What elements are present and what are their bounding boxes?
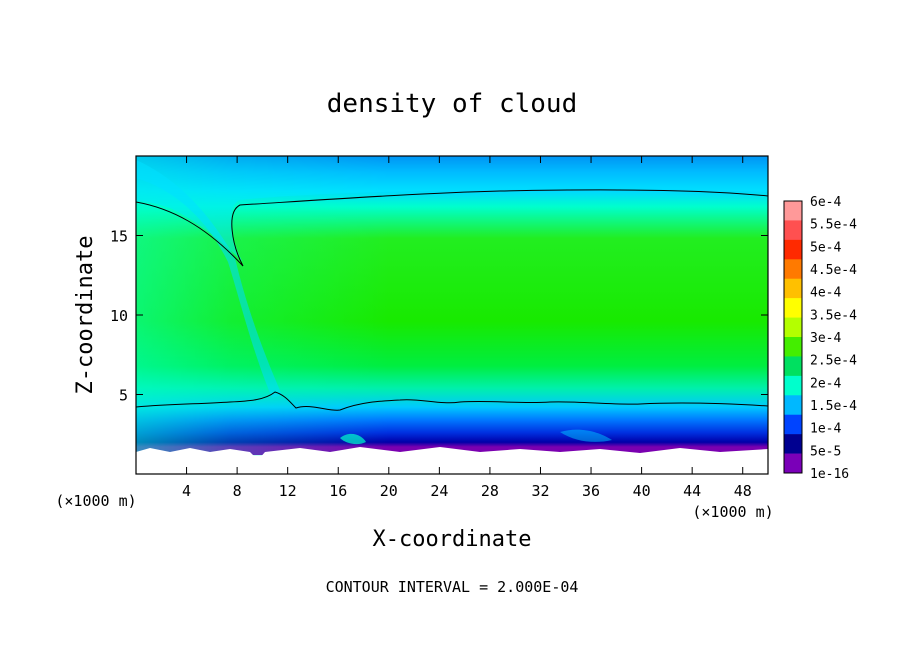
colorbar-swatch bbox=[784, 239, 802, 260]
colorbar-label: 4.5e-4 bbox=[810, 263, 857, 278]
base-texture bbox=[136, 429, 768, 470]
x-tick-label: 8 bbox=[233, 482, 242, 500]
x-unit-left: (×1000 m) bbox=[55, 492, 136, 510]
colorbar-label: 2e-4 bbox=[810, 376, 841, 391]
colorbar-label: 2.5e-4 bbox=[810, 354, 857, 369]
colorbar-swatch bbox=[784, 453, 802, 474]
contour-lower bbox=[136, 391, 768, 411]
x-unit-right: (×1000 m) bbox=[692, 503, 773, 521]
colorbar-swatch bbox=[784, 278, 802, 299]
colorbar-swatch bbox=[784, 434, 802, 454]
colorbar-label: 5e-5 bbox=[810, 444, 841, 459]
colorbar-swatch bbox=[784, 317, 802, 338]
colorbar-label: 3.5e-4 bbox=[810, 308, 857, 323]
colorbar-swatch bbox=[784, 298, 802, 318]
x-tick-label: 4 bbox=[182, 482, 191, 500]
colorbar-label: 4e-4 bbox=[810, 286, 841, 301]
x-tick-label: 12 bbox=[279, 482, 297, 500]
colorbar: 6e-4 5.5e-4 5e-4 4.5e-4 4e-4 3.5e-4 3e-4 2.5e-4… bbox=[783, 195, 857, 482]
colorbar-label: 1e-4 bbox=[810, 422, 841, 437]
colorbar-swatch bbox=[784, 375, 802, 396]
contour-upper bbox=[136, 189, 768, 267]
x-tick-label: 32 bbox=[531, 482, 549, 500]
x-tick-label: 28 bbox=[481, 482, 499, 500]
colorbar-swatch bbox=[784, 337, 802, 357]
y-ticks: 5 10 15 bbox=[110, 228, 768, 405]
x-tick-label: 24 bbox=[430, 482, 448, 500]
x-tick-label: 36 bbox=[582, 482, 600, 500]
y-tick-label: 15 bbox=[110, 228, 128, 246]
colorbar-label: 1e-16 bbox=[810, 467, 849, 482]
colorbar-swatch bbox=[784, 414, 802, 435]
plot-area bbox=[136, 156, 768, 474]
colorbar-label: 5.5e-4 bbox=[810, 218, 857, 233]
colorbar-label: 3e-4 bbox=[810, 331, 841, 346]
x-ticks: 4 8 12 16 20 24 28 32 36 40 44 48 bbox=[182, 156, 752, 500]
y-axis-label: Z-coordinate bbox=[73, 236, 98, 395]
x-tick-label: 40 bbox=[633, 482, 651, 500]
x-tick-label: 48 bbox=[734, 482, 752, 500]
colorbar-label: 1.5e-4 bbox=[810, 399, 857, 414]
x-tick-label: 16 bbox=[329, 482, 347, 500]
plume-top-region bbox=[136, 156, 768, 262]
colorbar-label: 6e-4 bbox=[810, 195, 841, 210]
x-tick-label: 44 bbox=[683, 482, 701, 500]
y-tick-label: 5 bbox=[119, 387, 128, 405]
colorbar-label: 5e-4 bbox=[810, 240, 841, 255]
colorbar-swatch bbox=[784, 356, 802, 377]
contour-interval-note: CONTOUR INTERVAL = 2.000E-04 bbox=[326, 578, 579, 596]
chart-title: density of cloud bbox=[327, 89, 577, 119]
colorbar-swatch bbox=[784, 201, 802, 221]
x-tick-label: 20 bbox=[380, 482, 398, 500]
y-tick-label: 10 bbox=[110, 307, 128, 325]
cold-plume bbox=[136, 160, 282, 398]
colorbar-frame bbox=[783, 200, 803, 474]
colorbar-swatch bbox=[784, 395, 802, 416]
colorbar-swatch bbox=[784, 220, 802, 241]
colorbar-swatch bbox=[784, 259, 802, 280]
x-axis-label: X-coordinate bbox=[373, 527, 532, 552]
